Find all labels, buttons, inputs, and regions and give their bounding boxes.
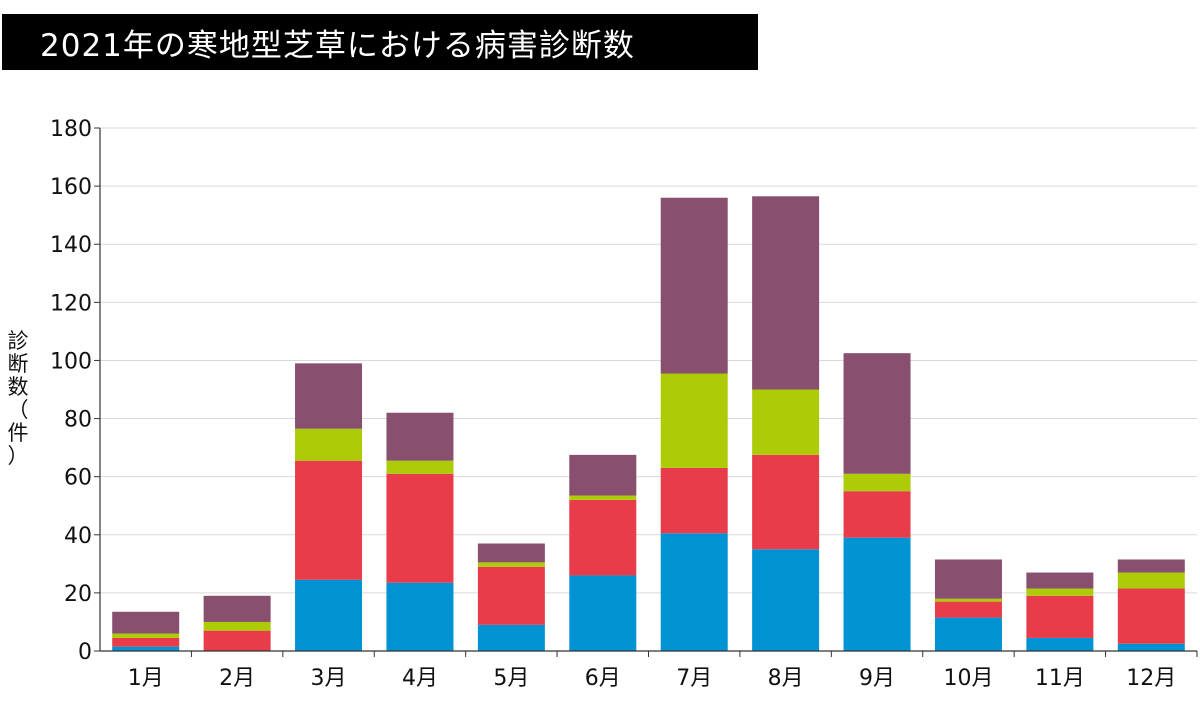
bar-segment-11月-3	[1026, 572, 1094, 589]
bar-segment-11月-0	[1026, 637, 1094, 651]
bar-segment-5月-2	[477, 562, 545, 567]
bar-segment-12月-0	[1117, 643, 1185, 651]
bar-segment-5月-1	[477, 566, 545, 625]
bar-segment-4月-2	[386, 460, 454, 474]
bar-segment-4月-3	[386, 412, 454, 461]
y-axis-label-char: 数	[7, 375, 29, 399]
bar-segment-12月-1	[1117, 588, 1185, 644]
bar-segment-10月-0	[934, 617, 1002, 651]
y-tick-label: 60	[64, 466, 92, 491]
x-tick-label: 9月	[859, 666, 895, 691]
chart-title: 2021年の寒地型芝草における病害診断数	[2, 14, 758, 70]
bar-segment-2月-3	[203, 595, 271, 622]
y-tick-label: 0	[78, 640, 92, 665]
y-tick-label: 140	[50, 233, 92, 258]
bar-segment-3月-2	[295, 428, 363, 461]
y-axis-label-char: （	[7, 398, 29, 422]
bar-segment-12月-3	[1117, 559, 1185, 573]
bar-segment-10月-2	[934, 598, 1002, 602]
bar-segment-9月-1	[843, 491, 911, 538]
bar-segment-6月-1	[569, 499, 637, 576]
bar-segment-7月-0	[660, 533, 728, 651]
y-tick-label: 100	[50, 349, 92, 374]
y-axis-label: 診 断 数 （ 件 ）	[4, 330, 32, 468]
x-tick-label: 1月	[128, 666, 164, 691]
bar-segment-1月-1	[112, 637, 180, 647]
bar-segment-6月-0	[569, 575, 637, 651]
y-tick-label: 80	[64, 408, 92, 433]
bar-segment-9月-2	[843, 473, 911, 492]
bar-segment-4月-1	[386, 473, 454, 583]
bar-segment-7月-3	[660, 197, 728, 374]
bar-segment-8月-1	[752, 454, 820, 550]
bar-segment-6月-2	[569, 495, 637, 500]
bar-segment-8月-0	[752, 549, 820, 651]
x-tick-label: 4月	[402, 666, 438, 691]
bar-segment-10月-1	[934, 601, 1002, 618]
x-tick-label: 7月	[676, 666, 712, 691]
bar-segment-10月-3	[934, 559, 1002, 599]
y-tick-label: 40	[64, 524, 92, 549]
bar-segment-7月-1	[660, 467, 728, 534]
x-tick-label: 3月	[311, 666, 347, 691]
bar-segment-1月-2	[112, 633, 180, 638]
x-tick-label: 2月	[219, 666, 255, 691]
bar-segment-8月-2	[752, 389, 820, 455]
bar-segment-11月-1	[1026, 595, 1094, 638]
bar-segment-3月-0	[295, 579, 363, 651]
y-axis-label-char: 断	[7, 352, 29, 376]
y-axis-label-char: ）	[7, 444, 29, 468]
y-axis-label-char: 診	[7, 329, 29, 353]
bar-segment-5月-0	[477, 624, 545, 651]
bar-segment-3月-3	[295, 363, 363, 429]
bar-segment-8月-3	[752, 196, 820, 390]
y-tick-label: 180	[50, 117, 92, 142]
bar-segment-4月-0	[386, 582, 454, 651]
x-tick-label: 12月	[1126, 666, 1176, 691]
y-axis-label-char: 件	[7, 421, 29, 445]
x-tick-label: 8月	[768, 666, 804, 691]
bar-segment-9月-0	[843, 537, 911, 651]
bar-segment-12月-2	[1117, 572, 1185, 589]
x-tick-label: 6月	[585, 666, 621, 691]
y-tick-label: 160	[50, 175, 92, 200]
bar-segment-9月-3	[843, 353, 911, 474]
bar-segment-6月-3	[569, 454, 637, 496]
bar-segment-2月-2	[203, 621, 271, 631]
x-tick-label: 11月	[1035, 666, 1085, 691]
y-tick-label: 20	[64, 582, 92, 607]
y-tick-label: 120	[50, 291, 92, 316]
bar-segment-1月-0	[112, 646, 180, 651]
bar-segment-7月-2	[660, 373, 728, 468]
bar-segment-3月-1	[295, 460, 363, 580]
x-tick-label: 10月	[943, 666, 993, 691]
bar-segment-11月-2	[1026, 588, 1094, 596]
bar-segment-5月-3	[477, 543, 545, 563]
bar-segment-1月-3	[112, 611, 180, 634]
x-tick-label: 5月	[493, 666, 529, 691]
bar-segment-2月-1	[203, 630, 271, 651]
